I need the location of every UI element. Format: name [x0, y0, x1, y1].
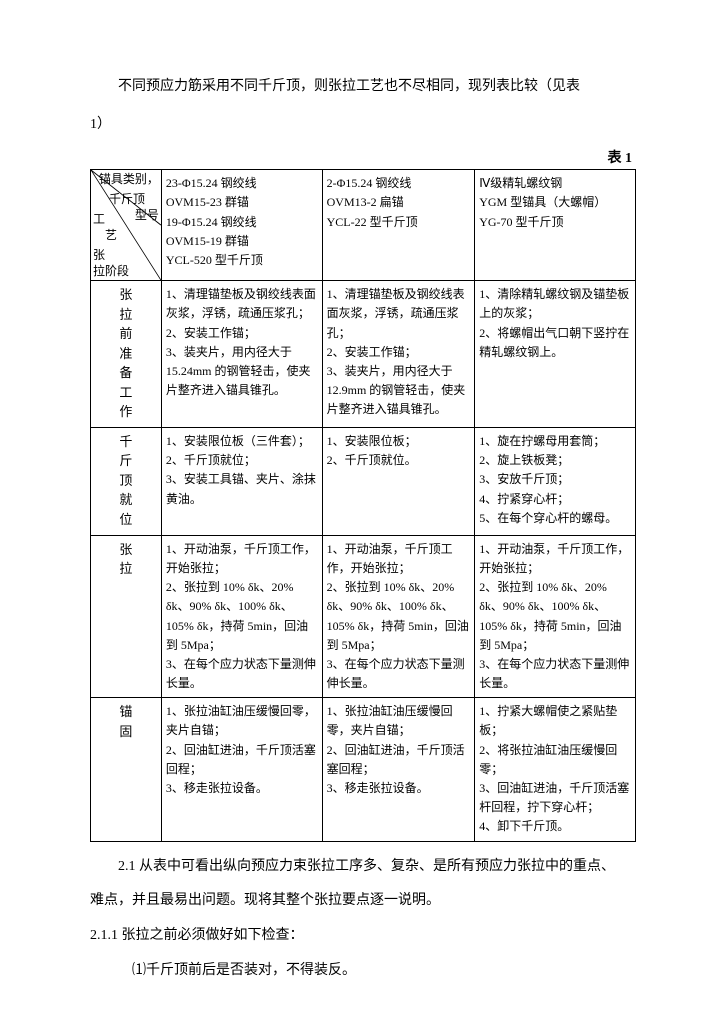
cell-text: 1、清理锚垫板及钢绞线表面灰浆，浮锈，疏通压浆孔；2、安装工作锚；3、装夹片，用…: [327, 287, 466, 416]
table-row: 张拉前准备工作 1、清理锚垫板及钢绞线表面灰浆，浮锈，疏通压浆孔；2、安装工作锚…: [91, 281, 636, 428]
cell: 1、拧紧大螺帽使之紧贴垫板；2、将张拉油缸油压缓慢回零；3、回油缸进油，千斤顶活…: [475, 698, 636, 841]
header-col-3: Ⅳ级精轧螺纹钢YGM 型锚具（大螺帽）YG-70 型千斤顶: [475, 170, 636, 281]
cell: 1、开动油泵，千斤顶工作，开始张拉；2、张拉到 10% δk、20% δk、90…: [322, 535, 475, 698]
cell-text: 1、张拉油缸油压缓慢回零，夹片自锚；2、回油缸进油，千斤顶活塞回程；3、移走张拉…: [166, 704, 316, 795]
intro-paragraph: 不同预应力筋采用不同千斤顶，则张拉工艺也不尽相同，现列表比较（见表 1）: [90, 70, 636, 141]
cell: 1、张拉油缸油压缓慢回零，夹片自锚；2、回油缸进油，千斤顶活塞回程；3、移走张拉…: [161, 698, 322, 841]
row-label-text: 锚固: [119, 702, 132, 741]
after-text: 2.1 从表中可看出纵向预应力束张拉工序多、复杂、是所有预应力张拉中的重点、 难…: [90, 852, 636, 987]
after-p2: 难点，并且最易出问题。现将其整个张拉要点逐一说明。: [90, 886, 636, 917]
row-label: 张拉: [91, 535, 162, 698]
row-label: 锚固: [91, 698, 162, 841]
row-label: 千斤顶就位: [91, 427, 162, 535]
table-row: 张拉 1、开动油泵，千斤顶工作，开始张拉；2、张拉到 10% δk、20% δk…: [91, 535, 636, 698]
row-label-text: 张拉前准备工作: [119, 285, 132, 422]
diag-label-top: 锚具类别，: [99, 172, 159, 186]
intro-line-2: 1）: [90, 108, 636, 142]
diagonal-header-cell: 锚具类别， 千斤顶 型号 工 艺 张 拉阶段: [91, 170, 162, 281]
diag-label-left1: 工: [93, 212, 105, 226]
diag-label-bottom2: 拉阶段: [93, 264, 129, 278]
row-label-text: 张拉: [119, 540, 132, 579]
after-p3: 2.1.1 张拉之前必须做好如下检查：: [90, 921, 636, 952]
header-col-3-text: Ⅳ级精轧螺纹钢YGM 型锚具（大螺帽）YG-70 型千斤顶: [479, 176, 606, 228]
after-p4: ⑴千斤顶前后是否装对，不得装反。: [90, 956, 636, 987]
header-col-2: 2-Φ15.24 钢绞线OVM13-2 扁锚YCL-22 型千斤顶: [322, 170, 475, 281]
row-label: 张拉前准备工作: [91, 281, 162, 428]
cell: 1、安装限位板（三件套）；2、千斤顶就位；3、安装工具锚、夹片、涂抹黄油。: [161, 427, 322, 535]
cell-text: 1、开动油泵，千斤顶工作，开始张拉；2、张拉到 10% δk、20% δk、90…: [327, 542, 469, 690]
cell-text: 1、清理锚垫板及钢绞线表面灰浆，浮锈，疏通压浆孔；2、安装工作锚；3、装夹片，用…: [166, 287, 316, 397]
table-row: 锚固 1、张拉油缸油压缓慢回零，夹片自锚；2、回油缸进油，千斤顶活塞回程；3、移…: [91, 698, 636, 841]
cell: 1、旋在拧螺母用套筒；2、旋上铁板凳；3、安放千斤顶；4、拧紧穿心杆；5、在每个…: [475, 427, 636, 535]
cell: 1、清理锚垫板及钢绞线表面灰浆，浮锈，疏通压浆孔；2、安装工作锚；3、装夹片，用…: [322, 281, 475, 428]
cell-text: 1、旋在拧螺母用套筒；2、旋上铁板凳；3、安放千斤顶；4、拧紧穿心杆；5、在每个…: [479, 434, 617, 525]
intro-line-1: 不同预应力筋采用不同千斤顶，则张拉工艺也不尽相同，现列表比较（见表: [118, 79, 580, 94]
cell: 1、开动油泵，千斤顶工作，开始张拉；2、张拉到 10% δk、20% δk、90…: [475, 535, 636, 698]
diag-label-mid1: 千斤顶: [109, 192, 145, 206]
cell-text: 1、拧紧大螺帽使之紧贴垫板；2、将张拉油缸油压缓慢回零；3、回油缸进油，千斤顶活…: [479, 704, 629, 833]
diag-label-bottom1: 张: [93, 248, 105, 262]
header-col-1-text: 23-Φ15.24 钢绞线OVM15-23 群锚19-Φ15.24 钢绞线OVM…: [166, 176, 263, 267]
diag-label-left2: 艺: [105, 228, 117, 242]
table-header-row: 锚具类别， 千斤顶 型号 工 艺 张 拉阶段 23-Φ15.24 钢绞线OVM1…: [91, 170, 636, 281]
header-col-2-text: 2-Φ15.24 钢绞线OVM13-2 扁锚YCL-22 型千斤顶: [327, 176, 418, 228]
cell-text: 1、开动油泵，千斤顶工作，开始张拉；2、张拉到 10% δk、20% δk、90…: [166, 542, 316, 690]
diag-label-mid2: 型号: [135, 208, 159, 222]
table-row: 千斤顶就位 1、安装限位板（三件套）；2、千斤顶就位；3、安装工具锚、夹片、涂抹…: [91, 427, 636, 535]
after-p1: 2.1 从表中可看出纵向预应力束张拉工序多、复杂、是所有预应力张拉中的重点、: [90, 852, 636, 883]
cell-text: 1、安装限位板（三件套）；2、千斤顶就位；3、安装工具锚、夹片、涂抹黄油。: [166, 434, 316, 506]
cell: 1、清除精轧螺纹钢及锚垫板上的灰浆；2、将螺帽出气口朝下竖拧在精轧螺纹钢上。: [475, 281, 636, 428]
cell: 1、张拉油缸油压缓慢回零，夹片自锚；2、回油缸进油，千斤顶活塞回程；3、移走张拉…: [322, 698, 475, 841]
row-label-text: 千斤顶就位: [119, 432, 132, 530]
comparison-table: 锚具类别， 千斤顶 型号 工 艺 张 拉阶段 23-Φ15.24 钢绞线OVM1…: [90, 169, 636, 841]
cell: 1、清理锚垫板及钢绞线表面灰浆，浮锈，疏通压浆孔；2、安装工作锚；3、装夹片，用…: [161, 281, 322, 428]
cell: 1、安装限位板；2、千斤顶就位。: [322, 427, 475, 535]
document-page: 不同预应力筋采用不同千斤顶，则张拉工艺也不尽相同，现列表比较（见表 1） 表 1…: [0, 0, 726, 1026]
cell-text: 1、安装限位板；2、千斤顶就位。: [327, 434, 417, 467]
table-caption: 表 1: [90, 147, 632, 167]
cell-text: 1、清除精轧螺纹钢及锚垫板上的灰浆；2、将螺帽出气口朝下竖拧在精轧螺纹钢上。: [479, 287, 629, 359]
cell-text: 1、张拉油缸油压缓慢回零，夹片自锚；2、回油缸进油，千斤顶活塞回程；3、移走张拉…: [327, 704, 465, 795]
cell: 1、开动油泵，千斤顶工作，开始张拉；2、张拉到 10% δk、20% δk、90…: [161, 535, 322, 698]
header-col-1: 23-Φ15.24 钢绞线OVM15-23 群锚19-Φ15.24 钢绞线OVM…: [161, 170, 322, 281]
cell-text: 1、开动油泵，千斤顶工作，开始张拉；2、张拉到 10% δk、20% δk、90…: [479, 542, 629, 690]
